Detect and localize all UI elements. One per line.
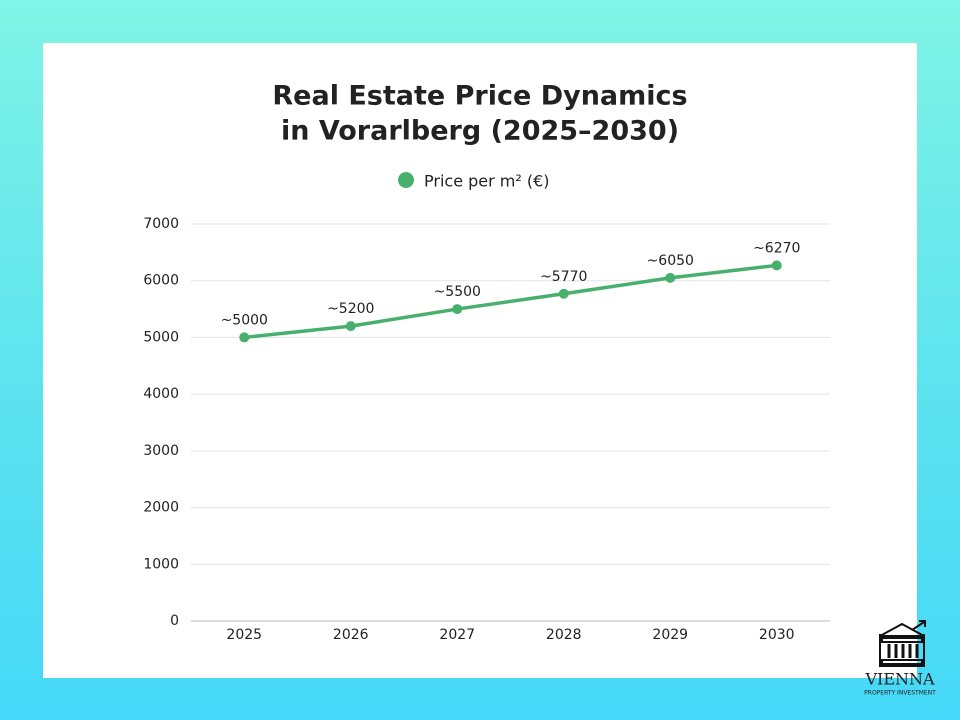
logo-name: VIENNA — [864, 670, 935, 689]
data-point — [771, 260, 782, 271]
data-label: ~5200 — [327, 301, 374, 317]
logo-icon — [887, 644, 919, 658]
x-tick-label: 2030 — [759, 627, 795, 643]
data-label: ~6270 — [753, 240, 800, 256]
logo-tagline: PROPERTY INVESTMENT — [864, 690, 936, 697]
y-tick-label: 4000 — [143, 386, 179, 402]
data-label: ~6050 — [647, 253, 694, 269]
data-point — [558, 288, 569, 299]
card — [43, 43, 917, 678]
y-tick-label: 6000 — [143, 273, 179, 289]
x-tick-label: 2026 — [333, 627, 369, 643]
chart-title: Real Estate Price Dynamics — [272, 81, 687, 112]
data-point — [665, 272, 676, 283]
data-point — [239, 332, 250, 343]
data-label: ~5770 — [540, 269, 587, 285]
y-tick-label: 5000 — [143, 329, 179, 345]
x-tick-label: 2029 — [652, 627, 688, 643]
x-tick-label: 2027 — [439, 627, 475, 643]
y-tick-label: 2000 — [143, 500, 179, 516]
y-tick-label: 1000 — [143, 556, 179, 572]
logo-icon — [911, 620, 926, 631]
chart-title: in Vorarlberg (2025–2030) — [281, 116, 679, 147]
x-tick-label: 2028 — [546, 627, 582, 643]
data-point — [345, 321, 356, 332]
legend-marker — [398, 172, 414, 188]
legend-label: Price per m² (€) — [424, 172, 550, 191]
logo: VIENNA PROPERTY INVESTMENT — [864, 620, 936, 697]
data-point — [452, 304, 463, 315]
x-tick-label: 2025 — [226, 627, 262, 643]
y-tick-label: 3000 — [143, 443, 179, 459]
data-label: ~5000 — [221, 312, 268, 328]
y-tick-label: 7000 — [143, 216, 179, 232]
series-line — [244, 263, 777, 340]
data-label: ~5500 — [434, 284, 481, 300]
y-tick-label: 0 — [170, 613, 179, 629]
